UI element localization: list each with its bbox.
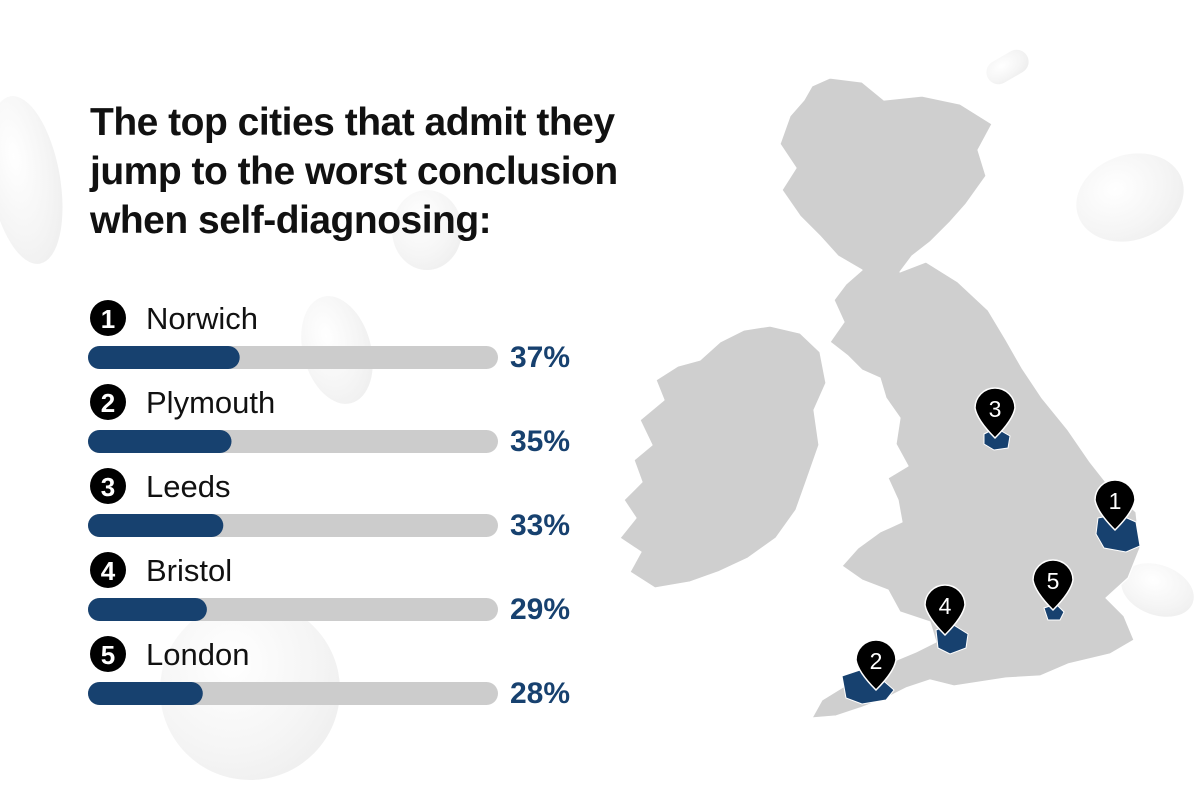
map-marker: 2 (855, 639, 897, 692)
map-marker-rank: 4 (939, 593, 952, 619)
rank-number: 5 (101, 640, 115, 670)
category-label: Plymouth (146, 385, 275, 420)
rank-number: 2 (101, 388, 115, 418)
value-label: 29% (510, 593, 570, 626)
map-pin-icon (1032, 559, 1074, 612)
map-marker: 3 (974, 387, 1016, 440)
map-marker: 4 (924, 584, 966, 637)
rank-badge (90, 636, 126, 672)
map-marker: 1 (1094, 479, 1136, 532)
map-pin-icon (855, 639, 897, 692)
map-marker-rank: 3 (989, 396, 1002, 422)
rank-number: 3 (101, 472, 115, 502)
bar-row: 5 London 28% (88, 636, 570, 710)
map-regions-highlight (841, 427, 1141, 705)
great-britain-shape (779, 77, 1141, 719)
map-marker: 5 (1032, 559, 1074, 612)
map-pin-icon (974, 387, 1016, 440)
rank-number: 4 (101, 556, 116, 586)
bar-row: 3 Leeds 33% (88, 468, 570, 542)
bar (88, 682, 203, 705)
rank-badge (90, 384, 126, 420)
value-label: 35% (510, 425, 570, 458)
uk-ireland-map: 1 2 3 4 5 (619, 77, 1141, 719)
map-marker-rank: 2 (870, 648, 883, 674)
rank-badge (90, 468, 126, 504)
bar-chart: 1 Norwich 37% 2 Plymouth 35% 3 Leeds 33% 4 Bristol… (88, 300, 570, 710)
ireland-shape (619, 325, 827, 589)
rank-badge (90, 552, 126, 588)
bar-row: 2 Plymouth 35% (88, 384, 570, 458)
bar (88, 598, 207, 621)
category-label: Bristol (146, 553, 232, 588)
bar-row: 4 Bristol 29% (88, 552, 570, 626)
category-label: Norwich (146, 301, 258, 336)
map-markers: 1 2 3 4 5 (855, 387, 1136, 692)
value-label: 28% (510, 677, 570, 710)
bar (88, 514, 224, 537)
rank-badge (90, 300, 126, 336)
map-marker-rank: 1 (1109, 488, 1122, 514)
chart-title: The top cities that admit they jump to t… (90, 101, 618, 242)
rank-number: 1 (101, 304, 115, 334)
value-label: 37% (510, 341, 570, 374)
background-pill (392, 190, 462, 270)
map-marker-rank: 5 (1047, 568, 1060, 594)
category-label: Leeds (146, 469, 230, 504)
category-label: London (146, 637, 249, 672)
map-pin-icon (1094, 479, 1136, 532)
bar-row: 1 Norwich 37% (88, 300, 570, 374)
map-landmass (619, 77, 1141, 719)
map-pin-icon (924, 584, 966, 637)
bar (88, 346, 240, 369)
bar (88, 430, 232, 453)
value-label: 33% (510, 509, 570, 542)
